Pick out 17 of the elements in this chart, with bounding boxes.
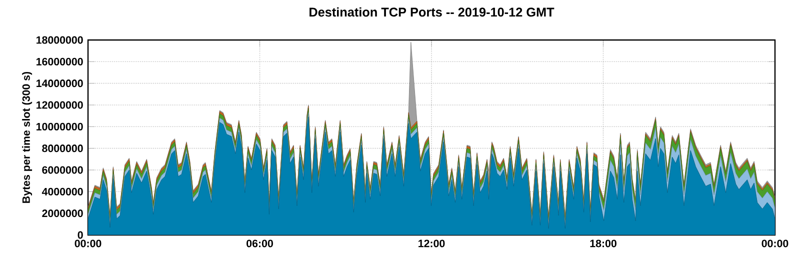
x-tick-label: 18:00: [590, 240, 616, 248]
y-tick-label: 6000000: [42, 166, 83, 174]
y-axis-title: Bytes per time slot (300 s): [22, 72, 32, 203]
y-tick-label: 18000000: [36, 36, 83, 44]
y-tick-label: 4000000: [42, 188, 83, 196]
y-tick-label: 2000000: [42, 210, 83, 218]
y-tick-label: 8000000: [42, 144, 83, 152]
chart-title: Destination TCP Ports -- 2019-10-12 GMT: [310, 7, 554, 17]
y-tick-label: 0: [78, 231, 83, 239]
x-tick-label: 00:00: [74, 240, 102, 248]
y-tick-label: 12000000: [36, 101, 83, 109]
x-tick-label: 00:00: [762, 240, 788, 248]
y-tick-label: 16000000: [36, 58, 83, 66]
x-tick-label: 06:00: [246, 240, 273, 248]
y-tick-label: 14000000: [36, 80, 83, 88]
x-tick-label: 12:00: [418, 240, 445, 248]
y-tick-label: 10000000: [36, 122, 83, 130]
